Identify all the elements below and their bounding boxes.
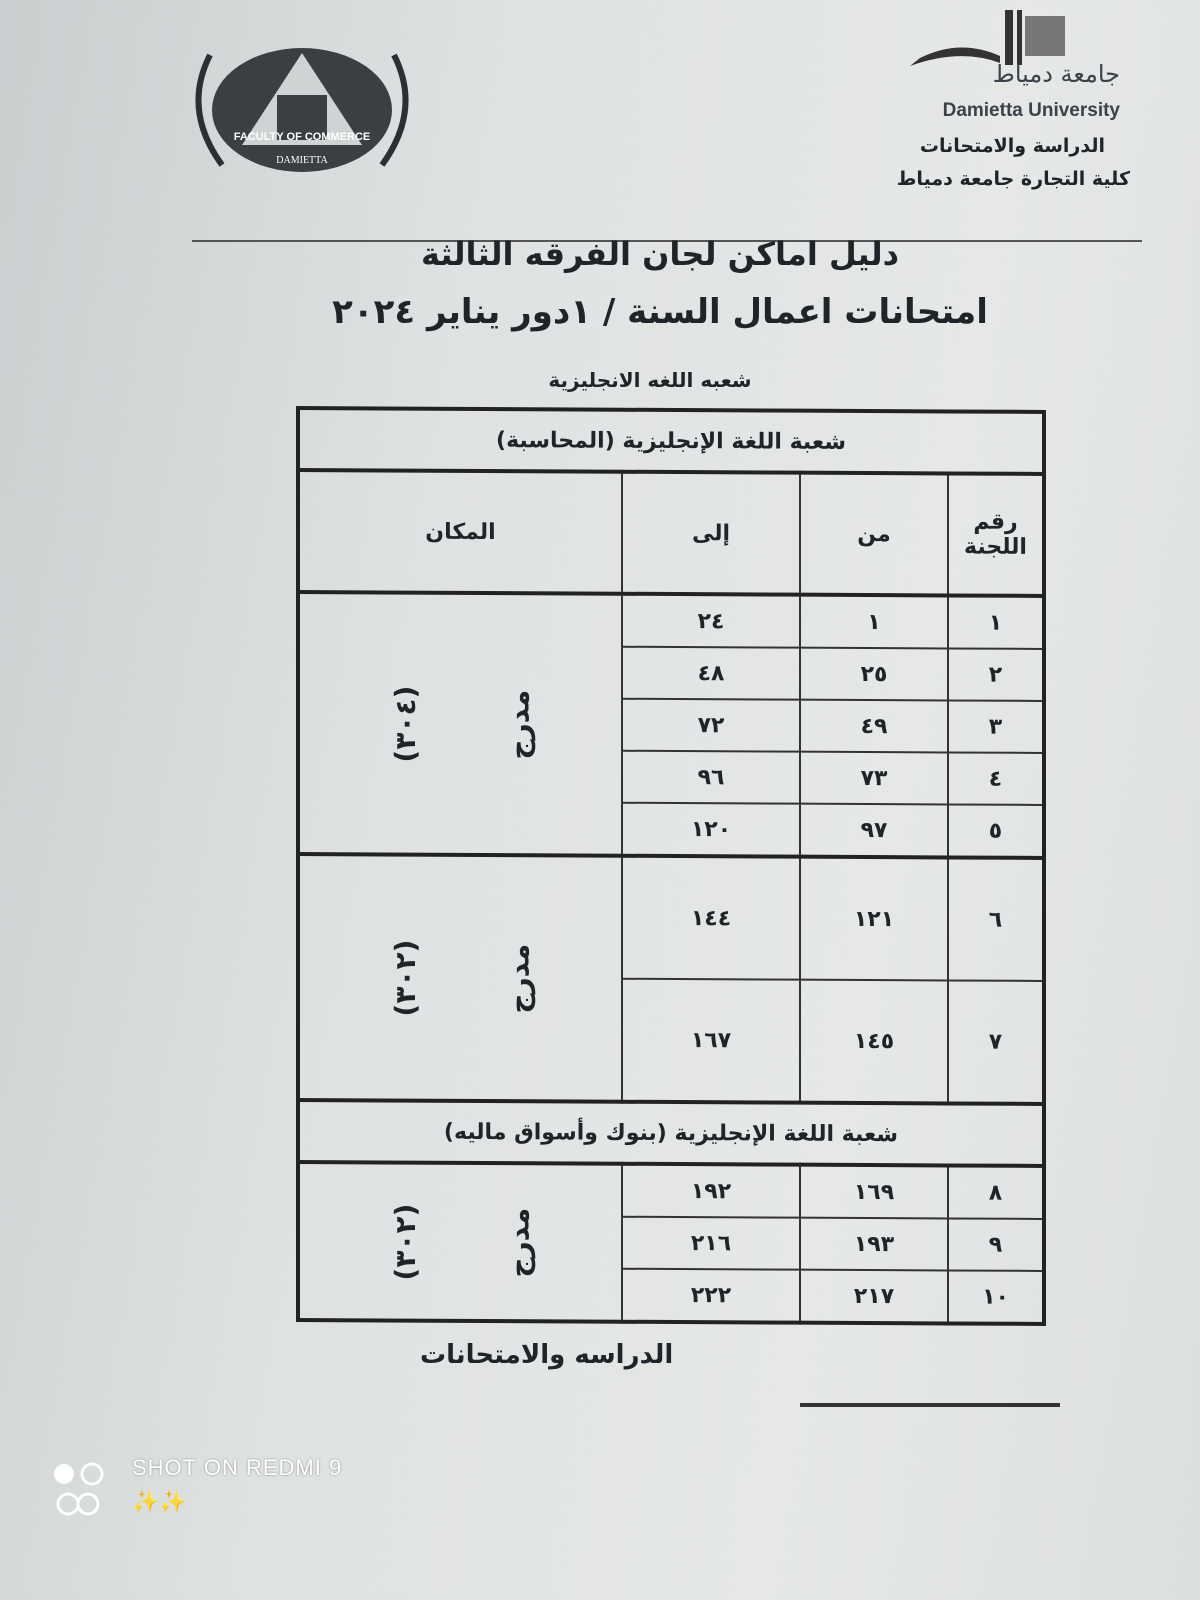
signature-label: الدراسه والامتحانات <box>420 1340 674 1370</box>
to-cell: ٧٢ <box>622 698 800 752</box>
room-number: (٣٠٤) <box>389 685 423 763</box>
header-divider <box>192 240 1142 242</box>
committee-number: ٥ <box>948 804 1044 858</box>
committee-number: ٣ <box>948 700 1044 753</box>
place-cell: مدرج (٣٠٢) <box>298 854 622 1102</box>
to-cell: ١٩٢ <box>622 1163 800 1218</box>
department-name: الدراسة والامتحانات <box>919 135 1105 157</box>
place-name: مدرج <box>502 689 536 760</box>
to-cell: ٤٨ <box>622 646 800 700</box>
from-cell: ١٩٣ <box>800 1217 948 1271</box>
university-name-ar: جامعة دمياط <box>992 60 1120 88</box>
header-committee: رقم اللجنة <box>948 473 1044 596</box>
from-cell: ٢١٧ <box>800 1269 948 1324</box>
committee-number: ٩ <box>948 1218 1044 1271</box>
document-subtitle: امتحانات اعمال السنة / ١دور يناير ٢٠٢٤ <box>332 292 988 332</box>
to-cell: ٢٤ <box>622 593 800 648</box>
to-cell: ٢٢٢ <box>622 1268 800 1323</box>
from-cell: ٢٥ <box>800 647 948 701</box>
college-name: كلية التجارة جامعة دمياط <box>896 168 1130 190</box>
header-from: من <box>800 472 948 596</box>
place-name: مدرج <box>502 1207 536 1278</box>
committee-number: ٢ <box>948 648 1044 701</box>
svg-text:FACULTY OF COMMERCE: FACULTY OF COMMERCE <box>234 131 370 143</box>
section-title: شعبة اللغة الإنجليزية (بنوك وأسواق ماليه… <box>298 1100 1044 1166</box>
camera-watermark-icon <box>50 1460 110 1524</box>
table-row: ٨ ١٦٩ ١٩٢ مدرج (٣٠٢) <box>298 1162 1044 1322</box>
university-header: جامعة دمياط Damietta University الدراسة … <box>850 0 1130 210</box>
committee-number: ٤ <box>948 752 1044 805</box>
to-cell: ٩٦ <box>622 750 800 804</box>
table-row: ٦ ١٢١ ١٤٤ مدرج (٣٠٢) <box>298 854 1044 1102</box>
place-cell: مدرج (٣٠٤) <box>298 592 622 856</box>
to-cell: ١٤٤ <box>622 855 800 980</box>
committee-number: ١ <box>948 595 1044 649</box>
camera-watermark-text: SHOT ON REDMI 9 <box>132 1455 343 1480</box>
place-name: مدرج <box>502 943 536 1014</box>
header-place: المكان <box>298 470 622 594</box>
from-cell: ١٢١ <box>800 856 948 981</box>
section-title: شعبة اللغة الإنجليزية (المحاسبة) <box>298 408 1044 474</box>
from-cell: ٤٩ <box>800 699 948 753</box>
document-title: دليل اماكن لجان الفرقه الثالثة <box>420 235 900 273</box>
sparkles-icon: ✨✨ <box>132 1490 187 1515</box>
committee-number: ٦ <box>948 857 1044 981</box>
from-cell: ١ <box>800 594 948 649</box>
committee-number: ٨ <box>948 1165 1044 1219</box>
from-cell: ١٤٥ <box>800 979 948 1104</box>
from-cell: ١٦٩ <box>800 1164 948 1219</box>
committee-number: ٧ <box>948 980 1044 1104</box>
table-row: ١ ١ ٢٤ مدرج (٣٠٤) <box>298 592 1044 856</box>
faculty-of-commerce-logo: FACULTY OF COMMERCE DAMIETTA <box>182 35 422 189</box>
header-to: إلى <box>622 471 800 595</box>
from-cell: ٩٧ <box>800 803 948 858</box>
to-cell: ١٦٧ <box>622 978 800 1103</box>
committee-number: ١٠ <box>948 1270 1044 1324</box>
room-number: (٣٠٢) <box>389 1203 423 1281</box>
signature-line <box>800 1403 1060 1407</box>
division-label: شعبه اللغه الانجليزية <box>548 368 752 392</box>
committees-table: شعبة اللغة الإنجليزية (المحاسبة) رقم الل… <box>296 406 1046 1326</box>
svg-text:DAMIETTA: DAMIETTA <box>276 155 328 166</box>
from-cell: ٧٣ <box>800 751 948 805</box>
damietta-university-logo <box>910 10 1065 66</box>
university-name-en: Damietta University <box>942 100 1120 121</box>
to-cell: ١٢٠ <box>622 802 800 857</box>
room-number: (٣٠٢) <box>389 939 423 1017</box>
to-cell: ٢١٦ <box>622 1216 800 1270</box>
place-cell: مدرج (٣٠٢) <box>298 1162 622 1322</box>
